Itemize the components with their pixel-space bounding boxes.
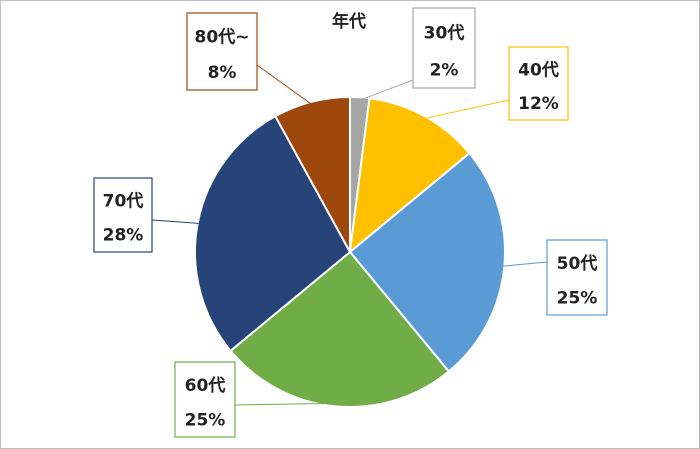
label-box: [174, 361, 236, 438]
slice-category-label: 40代: [518, 59, 559, 80]
leader-line: [256, 64, 313, 106]
leader-line: [423, 99, 510, 120]
slice-value-label: 25%: [557, 289, 598, 309]
slice-category-label: 80代~: [195, 27, 250, 48]
pie-slice: [229, 250, 451, 408]
label-box: [508, 46, 569, 121]
label-box: [412, 7, 476, 89]
pie-slice: [348, 97, 471, 255]
leader-line: [501, 261, 548, 267]
slice-value-label: 2%: [430, 60, 459, 80]
leader-line: [151, 219, 201, 225]
slice-value-label: 12%: [518, 94, 559, 114]
label-box: [93, 177, 153, 253]
slice-category-label: 60代: [185, 375, 226, 396]
label-box: [186, 12, 258, 91]
slice-value-label: 25%: [185, 411, 226, 431]
chart-title: 年代: [332, 11, 366, 32]
leader-line: [234, 402, 336, 406]
pie-slice: [348, 151, 506, 373]
slice-category-label: 50代: [557, 253, 598, 274]
label-box: [546, 239, 608, 316]
slice-category-label: 30代: [424, 23, 465, 44]
slice-category-label: 70代: [103, 191, 144, 212]
slice-value-label: 8%: [208, 63, 237, 83]
slice-value-label: 28%: [103, 226, 144, 246]
pie-slice: [273, 95, 351, 253]
leader-line: [359, 79, 414, 101]
